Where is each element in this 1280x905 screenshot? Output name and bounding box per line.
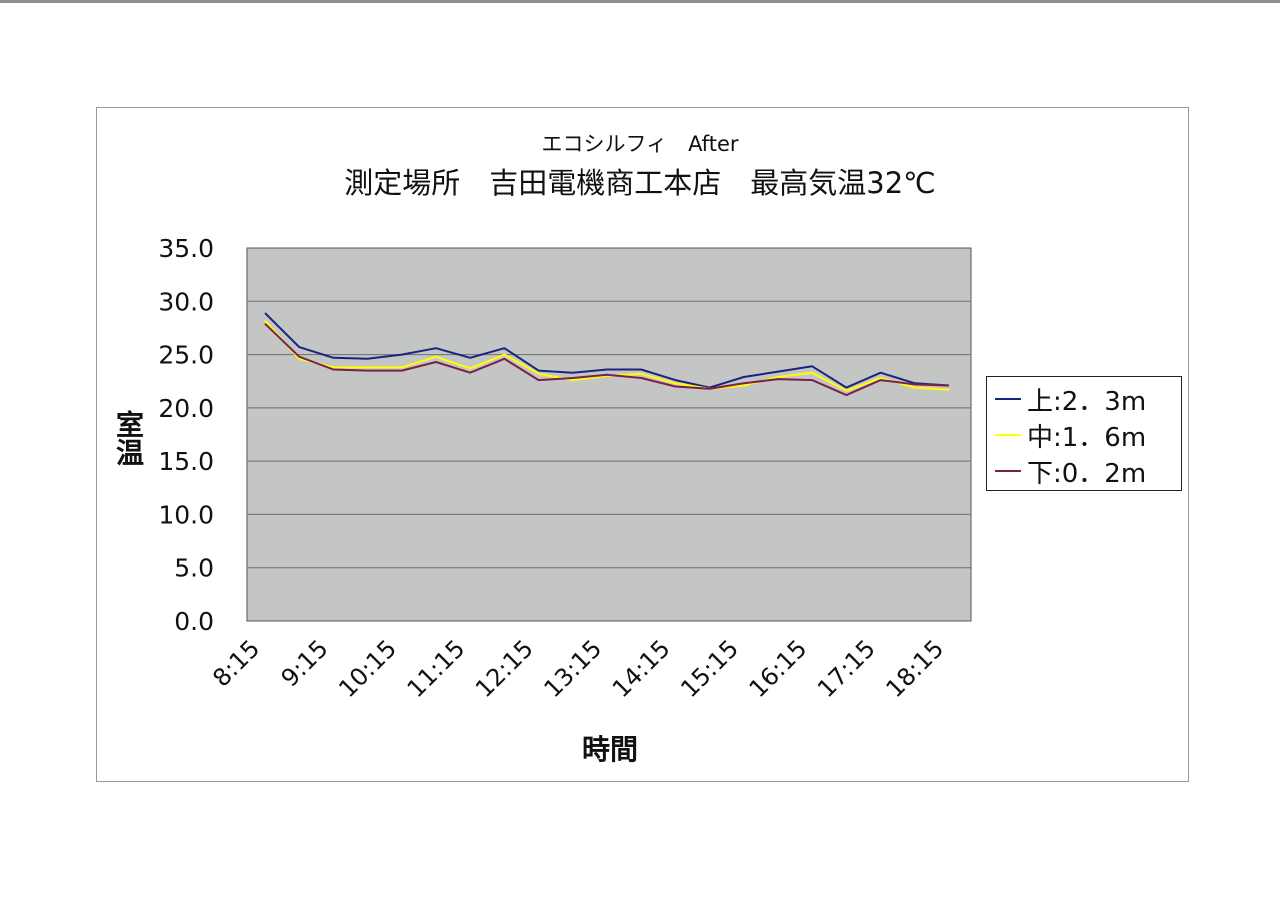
y-tick-label: 15.0 — [158, 447, 214, 476]
legend: 上:2．3m 中:1．6m 下:0．2m — [986, 376, 1182, 491]
legend-item-middle: 中:1．6m — [987, 417, 1181, 453]
legend-label-upper: 上:2．3m — [1027, 386, 1147, 417]
legend-item-upper: 上:2．3m — [987, 381, 1181, 417]
x-axis-title: 時間 — [581, 733, 638, 766]
legend-label-middle: 中:1．6m — [1027, 422, 1147, 453]
plot-area — [246, 247, 972, 622]
scan-edge — [0, 0, 1280, 3]
x-tick-label: 8:15 — [207, 634, 265, 692]
legend-swatch-middle — [995, 434, 1021, 436]
chart-title: 測定場所 吉田電機商工本店 最高気温32℃ — [344, 166, 936, 200]
chart-subtitle: エコシルフィ After — [541, 132, 739, 156]
y-axis-title: 室温 — [112, 410, 145, 466]
series-line-2 — [264, 322, 950, 397]
x-tick-label: 12:15 — [470, 634, 539, 703]
legend-item-lower: 下:0．2m — [987, 453, 1181, 489]
y-tick-label: 5.0 — [174, 554, 214, 583]
x-tick-label: 18:15 — [881, 634, 950, 703]
x-tick-label: 10:15 — [333, 634, 402, 703]
y-tick-label: 35.0 — [158, 234, 214, 263]
series-line-0 — [264, 312, 950, 389]
legend-label-lower: 下:0．2m — [1027, 458, 1147, 489]
series-line-1 — [264, 319, 950, 392]
y-tick-label: 10.0 — [158, 500, 214, 529]
x-tick-label: 17:15 — [812, 634, 881, 703]
y-tick-label: 20.0 — [158, 394, 214, 423]
x-tick-label: 13:15 — [539, 634, 608, 703]
x-tick-label: 15:15 — [675, 634, 744, 703]
legend-swatch-upper — [995, 398, 1021, 400]
x-tick-label: 14:15 — [607, 634, 676, 703]
y-tick-label: 30.0 — [158, 287, 214, 316]
legend-swatch-lower — [995, 470, 1021, 472]
y-tick-label: 25.0 — [158, 341, 214, 370]
y-tick-label: 0.0 — [174, 607, 214, 636]
x-tick-label: 11:15 — [402, 634, 471, 703]
x-tick-label: 16:15 — [744, 634, 813, 703]
x-tick-label: 9:15 — [276, 634, 334, 692]
